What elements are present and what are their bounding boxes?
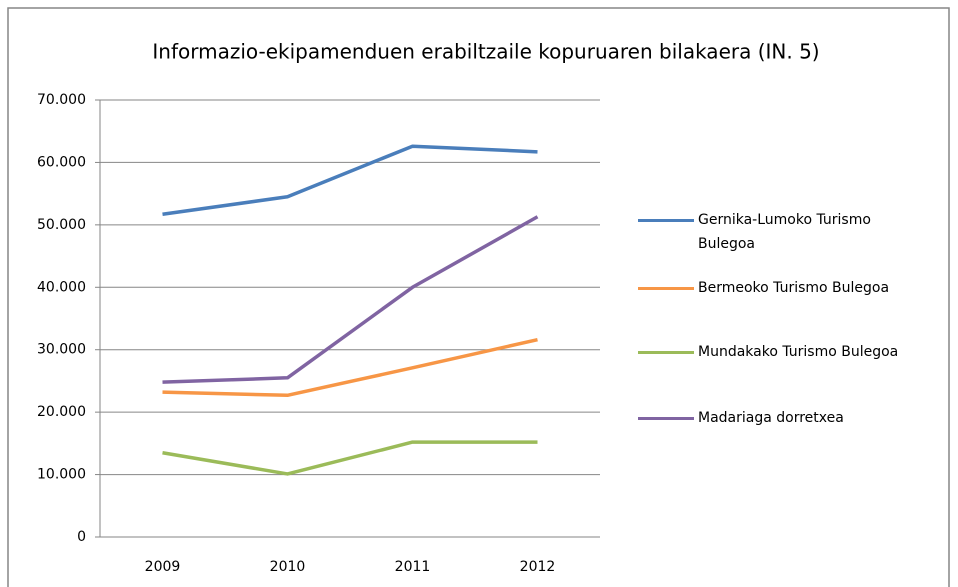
legend-swatch <box>638 351 694 354</box>
y-tick-label: 30.000 <box>37 342 86 358</box>
y-tick-label: 20.000 <box>37 404 86 420</box>
legend-label: Bermeoko Turismo Bulegoa <box>698 280 890 296</box>
chart-frame <box>7 7 950 587</box>
legend-label: Gernika-Lumoko Turismo Bulegoa <box>698 212 871 252</box>
legend-item: Mundakako Turismo Bulegoa <box>638 340 908 364</box>
y-tick-label: 0 <box>77 529 86 545</box>
legend-swatch <box>638 287 694 290</box>
y-tick-label: 40.000 <box>37 279 86 295</box>
legend-item: Madariaga dorretxea <box>638 406 908 430</box>
legend-label: Mundakako Turismo Bulegoa <box>698 344 899 360</box>
series-line <box>162 338 538 398</box>
series-line <box>162 215 539 384</box>
legend-swatch <box>638 417 694 420</box>
legend-item: Gernika-Lumoko Turismo Bulegoa <box>638 208 908 256</box>
y-tick-label: 50.000 <box>37 217 86 233</box>
x-tick-label: 2010 <box>270 559 306 575</box>
series-line <box>162 144 538 216</box>
legend-swatch <box>638 219 694 222</box>
chart-title: Informazio-ekipamenduen erabiltzaile kop… <box>152 40 819 64</box>
series-line <box>162 440 538 476</box>
x-tick-label: 2012 <box>520 559 556 575</box>
legend-item: Bermeoko Turismo Bulegoa <box>638 276 908 300</box>
legend-label: Madariaga dorretxea <box>698 410 844 426</box>
y-tick-label: 10.000 <box>37 467 86 483</box>
y-tick-label: 60.000 <box>37 154 86 170</box>
y-tick-label: 70.000 <box>37 92 86 108</box>
x-tick-label: 2009 <box>145 559 181 575</box>
x-tick-label: 2011 <box>395 559 431 575</box>
